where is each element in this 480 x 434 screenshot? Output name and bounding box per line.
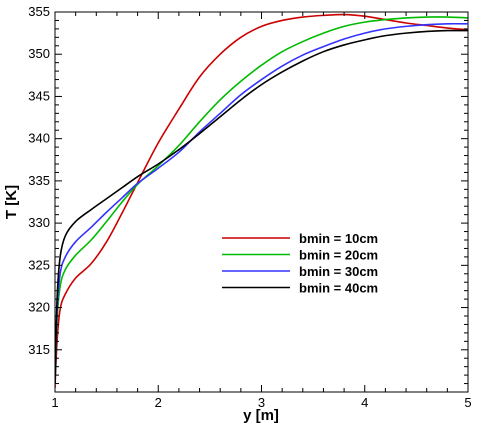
y-tick-label: 320 [28, 300, 50, 315]
legend-label-2: bmin = 20cm [299, 248, 378, 263]
legend-label-3: bmin = 30cm [299, 264, 378, 279]
y-tick-label: 325 [28, 257, 50, 272]
series-line-4 [55, 29, 468, 384]
series-line-3 [55, 22, 468, 384]
x-tick-label: 1 [51, 395, 58, 410]
series-layer [55, 13, 468, 388]
x-tick-label: 2 [155, 395, 162, 410]
legend-label-4: bmin = 40cm [299, 281, 378, 296]
y-tick-label: 335 [28, 173, 50, 188]
y-tick-label: 355 [28, 4, 50, 19]
plot-area [54, 11, 469, 393]
y-tick-label: 340 [28, 131, 50, 146]
x-tick-label: 3 [258, 395, 265, 410]
x-tick-label: 5 [464, 395, 471, 410]
x-axis-title: y [m] [243, 407, 279, 424]
x-tick-label: 4 [361, 395, 368, 410]
y-tick-label: 315 [28, 342, 50, 357]
legend-label-1: bmin = 10cm [299, 231, 378, 246]
y-tick-label: 330 [28, 215, 50, 230]
y-axis-title: T [K] [3, 185, 20, 219]
y-tick-label: 350 [28, 46, 50, 61]
y-tick-label: 345 [28, 88, 50, 103]
series-line-2 [55, 16, 468, 384]
